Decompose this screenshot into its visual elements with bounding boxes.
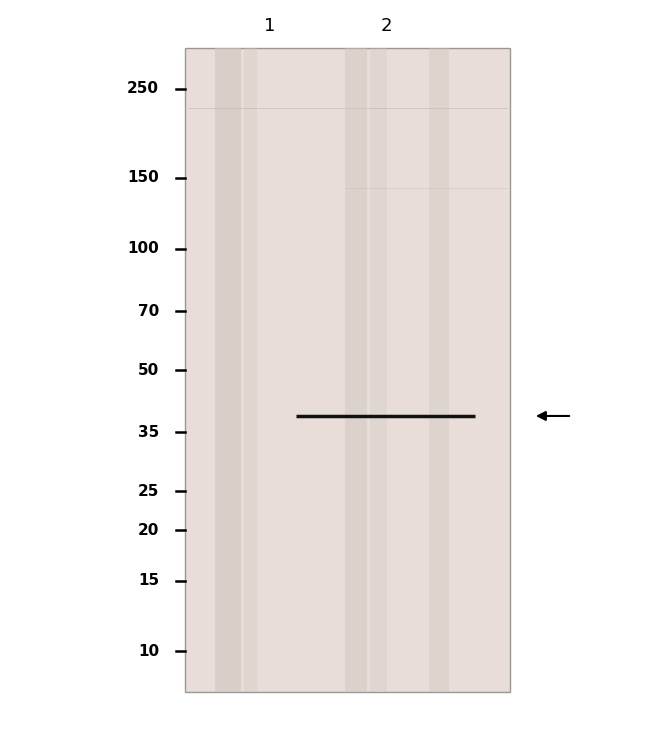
Text: 25: 25 xyxy=(138,484,159,498)
Bar xyxy=(185,48,510,692)
Text: 20: 20 xyxy=(138,523,159,538)
Text: 50: 50 xyxy=(138,362,159,378)
Text: 70: 70 xyxy=(138,304,159,318)
Text: 150: 150 xyxy=(127,171,159,185)
Text: 100: 100 xyxy=(127,242,159,256)
Text: 250: 250 xyxy=(127,81,159,96)
Text: 35: 35 xyxy=(138,425,159,440)
Bar xyxy=(429,48,448,692)
Bar xyxy=(244,48,257,692)
Bar xyxy=(214,48,240,692)
Text: 10: 10 xyxy=(138,644,159,659)
Bar xyxy=(370,48,387,692)
Text: 15: 15 xyxy=(138,573,159,588)
Text: 2: 2 xyxy=(381,17,393,34)
Bar xyxy=(344,48,367,692)
Text: 1: 1 xyxy=(264,17,276,34)
